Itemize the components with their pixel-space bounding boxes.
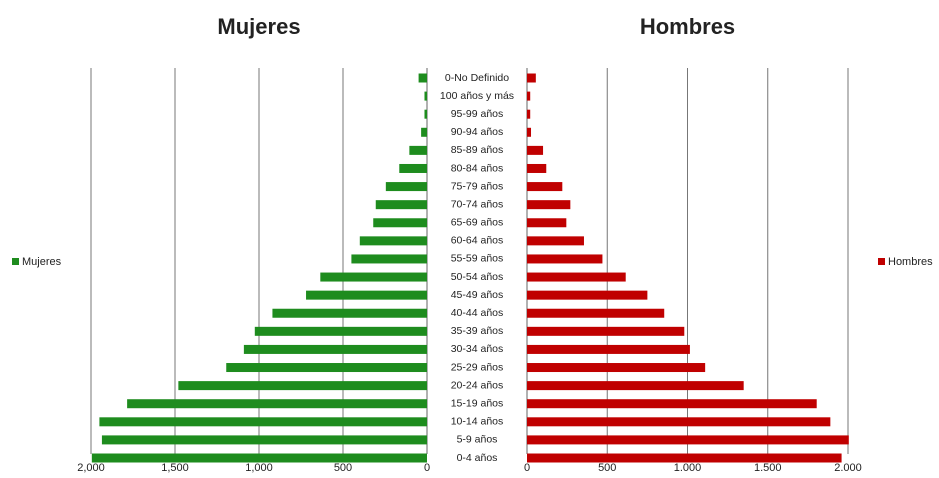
- category-label: 90-94 años: [451, 126, 504, 138]
- bar: [320, 272, 427, 282]
- category-label: 5-9 años: [457, 434, 498, 446]
- category-label: 65-69 años: [451, 217, 504, 229]
- x-tick-label: 1.500: [754, 462, 782, 474]
- category-label: 0-No Definido: [445, 72, 509, 84]
- bar: [527, 272, 626, 282]
- bar: [424, 91, 427, 101]
- bar: [424, 109, 427, 119]
- bar: [409, 145, 427, 155]
- category-label: 0-4 años: [457, 452, 498, 464]
- bar: [127, 399, 428, 409]
- category-label: 10-14 años: [451, 416, 504, 428]
- bar: [254, 326, 427, 336]
- bar: [527, 182, 563, 192]
- category-label: 50-54 años: [451, 271, 504, 283]
- category-label: 95-99 años: [451, 108, 504, 120]
- bar: [527, 381, 744, 391]
- bar: [527, 290, 648, 300]
- bar: [527, 254, 603, 264]
- bar: [306, 290, 427, 300]
- bar: [178, 381, 427, 391]
- bar: [272, 308, 427, 318]
- bar: [527, 344, 690, 354]
- bar: [101, 435, 428, 445]
- legend-label: Hombres: [888, 256, 933, 268]
- category-label: 35-39 años: [451, 325, 504, 337]
- bar: [527, 399, 817, 409]
- x-tick-label: 1,000: [245, 462, 273, 474]
- category-label: 70-74 años: [451, 198, 504, 210]
- bar: [385, 182, 427, 192]
- bar: [527, 91, 531, 101]
- category-label: 25-29 años: [451, 361, 504, 373]
- legend-label: Mujeres: [22, 256, 62, 268]
- bar: [527, 200, 571, 210]
- bar: [527, 435, 849, 445]
- bar: [527, 417, 831, 427]
- x-tick-label: 2.000: [834, 462, 862, 474]
- bar: [527, 326, 685, 336]
- bar: [527, 145, 544, 155]
- bar: [399, 163, 427, 173]
- bar: [527, 218, 567, 228]
- category-label: 55-59 años: [451, 253, 504, 265]
- bar: [418, 73, 427, 83]
- category-label: 80-84 años: [451, 162, 504, 174]
- legend-swatch: [878, 258, 885, 265]
- bar: [226, 363, 427, 373]
- x-tick-label: 0: [524, 462, 530, 474]
- bar: [243, 344, 427, 354]
- x-tick-label: 500: [334, 462, 352, 474]
- x-tick-label: 1,500: [161, 462, 189, 474]
- category-label: 75-79 años: [451, 180, 504, 192]
- bar: [527, 363, 706, 373]
- category-label: 60-64 años: [451, 235, 504, 247]
- bar: [359, 236, 427, 246]
- category-label: 20-24 años: [451, 379, 504, 391]
- bar: [527, 109, 531, 119]
- bar: [91, 453, 427, 463]
- category-label: 40-44 años: [451, 307, 504, 319]
- bar: [373, 218, 427, 228]
- bar: [527, 453, 842, 463]
- bar: [527, 236, 584, 246]
- x-tick-label: 0: [424, 462, 430, 474]
- bar: [351, 254, 427, 264]
- bar: [527, 127, 532, 137]
- category-label: 15-19 años: [451, 397, 504, 409]
- bar: [421, 127, 427, 137]
- x-tick-label: 500: [598, 462, 616, 474]
- category-label: 85-89 años: [451, 144, 504, 156]
- bar: [527, 73, 536, 83]
- chart-title: Mujeres: [217, 14, 300, 39]
- chart-title: Hombres: [640, 14, 735, 39]
- category-label: 100 años y más: [440, 90, 514, 102]
- legend-swatch: [12, 258, 19, 265]
- category-label: 30-34 años: [451, 343, 504, 355]
- x-tick-label: 2,000: [77, 462, 105, 474]
- x-tick-label: 1.000: [674, 462, 702, 474]
- bar: [99, 417, 428, 427]
- bar: [527, 308, 665, 318]
- category-label: 45-49 años: [451, 289, 504, 301]
- bar: [375, 200, 427, 210]
- bar: [527, 163, 547, 173]
